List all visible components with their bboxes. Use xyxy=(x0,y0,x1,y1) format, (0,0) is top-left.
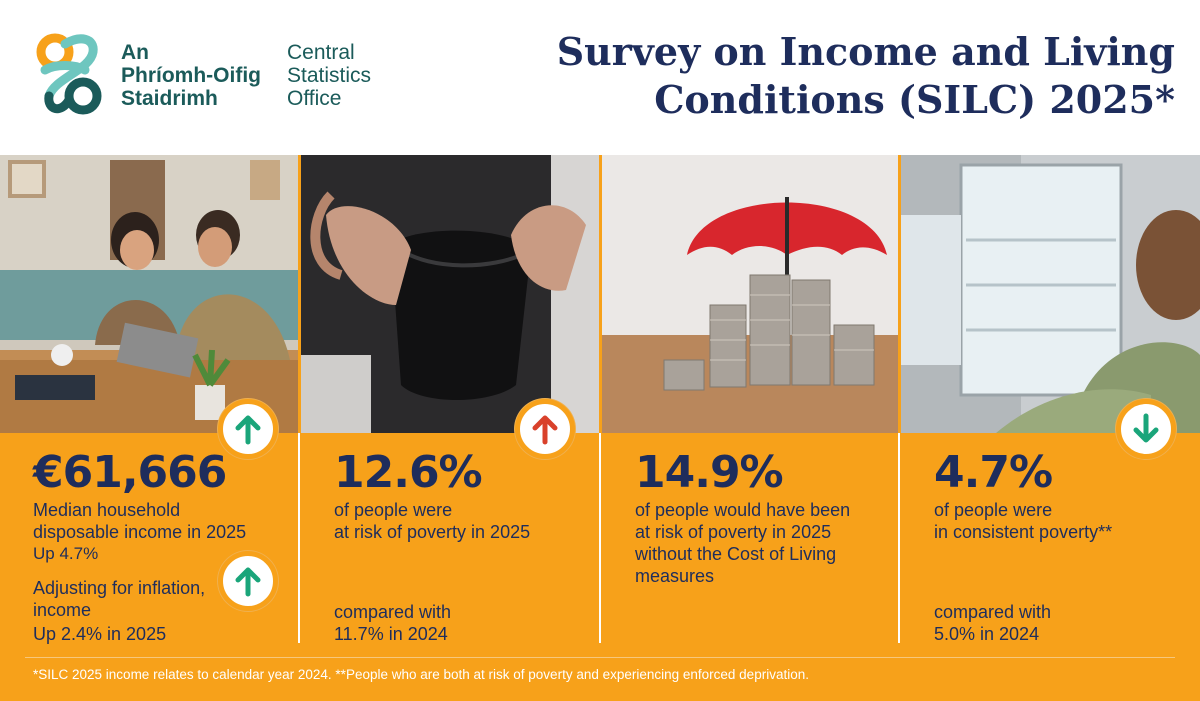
comparison-line: compared with xyxy=(334,602,452,622)
description-line: at risk of poverty in 2025 xyxy=(334,522,531,542)
comparison-line: compared with xyxy=(934,602,1052,622)
inflation-line: income xyxy=(33,600,92,620)
down-arrow-icon xyxy=(1116,399,1176,459)
up-arrow-icon xyxy=(218,399,278,459)
photo-empty-wallet xyxy=(301,155,599,433)
org-irish-line: Staidrimh xyxy=(121,87,218,110)
panel-divider xyxy=(898,433,900,643)
title-line: Conditions (SILC) 2025* xyxy=(654,77,1175,122)
description-line: without the Cost of Living xyxy=(635,544,837,564)
description-line: of people were xyxy=(934,500,1053,520)
footer-divider xyxy=(25,657,1175,658)
description-line: of people were xyxy=(334,500,453,520)
up-arrow-icon xyxy=(218,551,278,611)
stat-panel-risk-of-poverty: 12.6% of people were at risk of poverty … xyxy=(301,433,599,645)
org-english-line: Statistics xyxy=(287,64,372,87)
org-irish-line: An xyxy=(121,41,149,64)
footnote: *SILC 2025 income relates to calendar ye… xyxy=(33,667,809,682)
cso-logo-icon xyxy=(36,33,102,115)
org-name-irish: An Phríomh-Oifig Staidrimh xyxy=(121,41,261,110)
comparison-line: 5.0% in 2024 xyxy=(934,624,1040,644)
org-name-english: Central Statistics Office xyxy=(287,41,371,110)
photo-open-fridge xyxy=(901,155,1200,433)
up-arrow-icon xyxy=(515,399,575,459)
photo-couple-budgeting xyxy=(0,155,298,433)
photo-umbrella-coins xyxy=(602,155,898,433)
inflation-change: Up 2.4% in 2025 xyxy=(33,624,167,644)
stat-figure: 14.9% xyxy=(635,447,784,498)
inflation-note: Adjusting for inflation, income xyxy=(33,577,205,621)
description-line: of people would have been xyxy=(635,500,851,520)
stat-figure: €61,666 xyxy=(33,447,227,498)
stat-description: of people were at risk of poverty in 202… xyxy=(334,499,530,543)
inflation-line: Adjusting for inflation, xyxy=(33,578,206,598)
page-title: Survey on Income and Living Conditions (… xyxy=(475,28,1175,124)
stat-panel-without-cost-of-living: 14.9% of people would have been at risk … xyxy=(602,433,898,643)
description-line: disposable income in 2025 xyxy=(33,522,247,542)
comparison: compared with 11.7% in 2024 xyxy=(334,601,451,645)
org-english-line: Central xyxy=(287,41,355,64)
stat-panel-consistent-poverty: 4.7% of people were in consistent povert… xyxy=(901,433,1200,645)
stat-figure: 12.6% xyxy=(334,447,483,498)
description-line: Median household xyxy=(33,500,181,520)
stat-description: of people would have been at risk of pov… xyxy=(635,499,850,587)
stat-change: Up 4.7% xyxy=(33,544,99,563)
description-line: measures xyxy=(635,566,715,586)
comparison: compared with 5.0% in 2024 xyxy=(934,601,1051,645)
stat-description: of people were in consistent poverty** xyxy=(934,499,1112,543)
stat-description: Median household disposable income in 20… xyxy=(33,499,246,543)
stat-figure: 4.7% xyxy=(934,447,1053,498)
description-line: in consistent poverty** xyxy=(934,522,1113,542)
panel-divider xyxy=(599,433,601,643)
org-irish-line: Phríomh-Oifig xyxy=(121,64,261,87)
panel-divider xyxy=(298,433,300,643)
header: An Phríomh-Oifig Staidrimh Central Stati… xyxy=(0,0,1200,155)
org-english-line: Office xyxy=(287,87,342,110)
comparison-line: 11.7% in 2024 xyxy=(334,624,448,644)
stat-panel-median-income: €61,666 Median household disposable inco… xyxy=(0,433,298,644)
title-line: Survey on Income and Living xyxy=(556,29,1175,74)
description-line: at risk of poverty in 2025 xyxy=(635,522,832,542)
